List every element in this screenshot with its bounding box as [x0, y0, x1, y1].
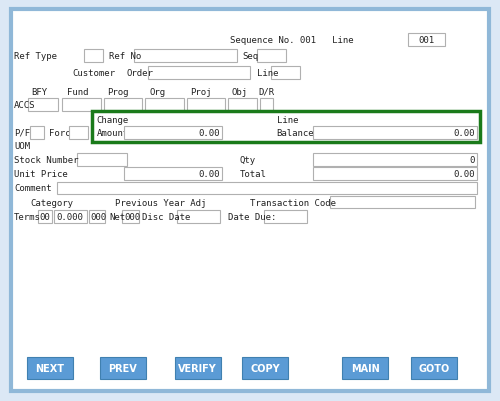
Bar	[264, 210, 306, 223]
Bar	[104, 99, 142, 111]
Text: UOM: UOM	[14, 142, 30, 151]
Bar	[38, 210, 52, 223]
Bar	[88, 210, 105, 223]
Text: Ref Type: Ref Type	[14, 52, 57, 61]
Text: 0.00: 0.00	[454, 170, 475, 179]
Text: ACCS: ACCS	[14, 101, 36, 109]
Text: Order: Order	[126, 69, 154, 77]
Text: 0: 0	[470, 156, 475, 165]
Bar	[312, 168, 476, 181]
Text: 000: 000	[124, 212, 140, 221]
Text: Total: Total	[240, 170, 267, 179]
Bar	[122, 210, 138, 223]
Bar	[408, 34, 445, 47]
Text: Disc Date: Disc Date	[142, 212, 190, 221]
Bar	[411, 357, 457, 379]
Text: PREV: PREV	[108, 363, 137, 373]
Text: 0.00: 0.00	[454, 129, 475, 138]
Text: Seq: Seq	[242, 52, 258, 61]
Text: 0.000: 0.000	[56, 212, 83, 221]
Text: Ref No: Ref No	[109, 52, 142, 61]
Text: VERIFY: VERIFY	[178, 363, 217, 373]
Text: Customer: Customer	[72, 69, 116, 77]
Bar	[186, 99, 225, 111]
Text: Previous Year Adj: Previous Year Adj	[115, 198, 206, 207]
Bar	[260, 99, 273, 111]
Bar	[84, 50, 102, 63]
Text: D/R: D/R	[258, 88, 274, 97]
Text: Change: Change	[96, 116, 129, 125]
Bar	[100, 357, 146, 379]
Bar	[228, 99, 257, 111]
Text: Balance: Balance	[276, 129, 314, 138]
Bar	[30, 127, 44, 140]
Text: Fund: Fund	[68, 88, 89, 97]
Bar	[242, 357, 288, 379]
Bar	[124, 127, 222, 140]
Bar	[68, 127, 87, 140]
Text: BFY: BFY	[31, 88, 47, 97]
Text: Qty: Qty	[240, 156, 256, 165]
Bar	[330, 196, 475, 209]
Bar	[76, 154, 126, 167]
Text: MAIN: MAIN	[350, 363, 380, 373]
Text: Date Due:: Date Due:	[228, 212, 276, 221]
Text: Sequence No. 001   Line: Sequence No. 001 Line	[230, 36, 354, 45]
Text: P/F: P/F	[14, 129, 30, 138]
Text: 001: 001	[418, 36, 434, 45]
Bar	[134, 50, 236, 63]
Text: Transaction Code: Transaction Code	[250, 198, 336, 207]
Text: 0.00: 0.00	[198, 129, 220, 138]
Bar	[92, 112, 480, 143]
Bar	[62, 99, 100, 111]
Text: Obj: Obj	[231, 88, 247, 97]
Text: COPY: COPY	[250, 363, 280, 373]
Bar	[27, 357, 73, 379]
Bar	[177, 210, 220, 223]
Text: Proj: Proj	[190, 88, 212, 97]
Text: GOTO: GOTO	[418, 363, 450, 373]
Bar	[145, 99, 184, 111]
Text: Force: Force	[48, 129, 76, 138]
Text: Net: Net	[109, 212, 125, 221]
Bar	[124, 168, 222, 181]
Text: Unit Price: Unit Price	[14, 170, 68, 179]
Bar	[174, 357, 220, 379]
Text: 0.00: 0.00	[198, 170, 220, 179]
Bar	[54, 210, 86, 223]
Text: Line: Line	[276, 116, 298, 125]
Text: Amount: Amount	[96, 129, 129, 138]
Text: 00: 00	[40, 212, 50, 221]
Bar	[271, 67, 300, 79]
Text: Terms: Terms	[14, 212, 41, 221]
Bar	[148, 67, 250, 79]
Text: NEXT: NEXT	[36, 363, 64, 373]
Text: Prog: Prog	[108, 88, 129, 97]
Bar	[312, 127, 476, 140]
Bar	[57, 182, 476, 195]
Text: Category: Category	[30, 198, 73, 207]
Text: Line: Line	[256, 69, 278, 77]
Text: Stock Number: Stock Number	[14, 156, 78, 165]
Text: Comment: Comment	[14, 184, 52, 193]
Bar	[256, 50, 286, 63]
Bar	[28, 99, 58, 111]
Bar	[312, 154, 476, 167]
Text: Org: Org	[150, 88, 166, 97]
Text: 000: 000	[90, 212, 106, 221]
Bar	[342, 357, 388, 379]
